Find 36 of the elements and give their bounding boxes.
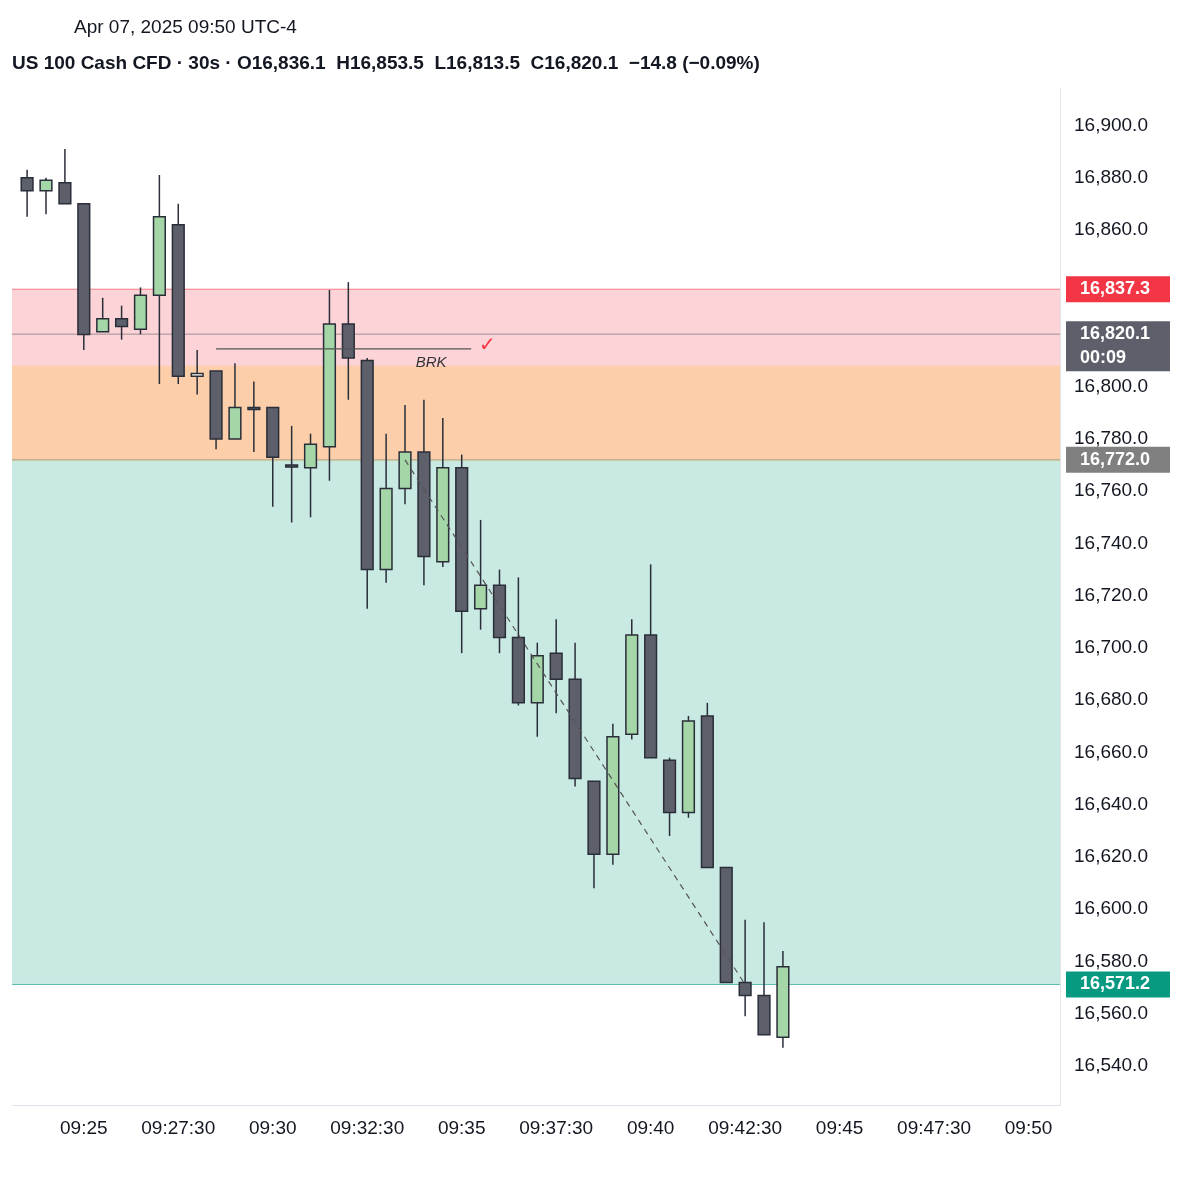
x-tick-label: 09:42:30 — [708, 1116, 783, 1138]
x-tick-label: 09:40 — [626, 1116, 675, 1138]
y-tick-label: 16,780.0 — [1074, 427, 1148, 449]
y-tick-label: 16,620.0 — [1074, 845, 1148, 867]
y-tick-label: 16,880.0 — [1074, 165, 1148, 187]
ref-line-label: 16,837.3 — [1080, 278, 1151, 299]
ref-line-label: 16,820.1 00:09 — [1080, 323, 1151, 368]
x-tick-label: 09:27:30 — [141, 1116, 216, 1138]
x-tick-label: 09:45 — [815, 1116, 864, 1138]
y-tick-label: 16,800.0 — [1074, 374, 1148, 396]
y-tick-label: 16,680.0 — [1074, 688, 1148, 710]
y-tick-label: 16,740.0 — [1074, 531, 1148, 553]
chart-subtitle: Apr 07, 2025 09:50 UTC-4 — [73, 15, 298, 39]
annotation: ✓ — [479, 333, 497, 356]
x-tick-label: 09:32:30 — [330, 1116, 405, 1138]
chart-title: US 100 Cash CFD · 30s · O16,836.1 H16,853.5 L16,813.5 C16,820.1 −14.8 (−0.09%) — [12, 51, 760, 73]
y-tick-label: 16,660.0 — [1074, 740, 1148, 762]
y-tick-label: 16,700.0 — [1074, 636, 1148, 658]
y-tick-label: 16,900.0 — [1074, 113, 1148, 135]
ref-line-label: 16,772.0 — [1080, 448, 1151, 469]
y-tick-label: 16,600.0 — [1074, 897, 1148, 919]
y-tick-label: 16,860.0 — [1074, 218, 1148, 240]
y-tick-label: 16,580.0 — [1074, 949, 1148, 971]
y-tick-label: 16,760.0 — [1074, 479, 1148, 501]
x-tick-label: 09:25 — [60, 1116, 108, 1138]
annotation: BRK — [415, 353, 448, 371]
x-tick-label: 09:37:30 — [519, 1116, 594, 1138]
y-tick-label: 16,640.0 — [1074, 792, 1148, 814]
x-tick-label: 09:30 — [248, 1116, 297, 1138]
x-tick-label: 09:35 — [437, 1116, 486, 1138]
x-tick-label: 09:50 — [1004, 1116, 1053, 1138]
y-tick-label: 16,720.0 — [1074, 583, 1148, 605]
y-tick-label: 16,560.0 — [1074, 1001, 1148, 1023]
ref-line-label: 16,571.2 — [1080, 973, 1151, 994]
x-tick-label: 09:47:30 — [897, 1116, 972, 1138]
y-tick-label: 16,540.0 — [1074, 1054, 1148, 1076]
